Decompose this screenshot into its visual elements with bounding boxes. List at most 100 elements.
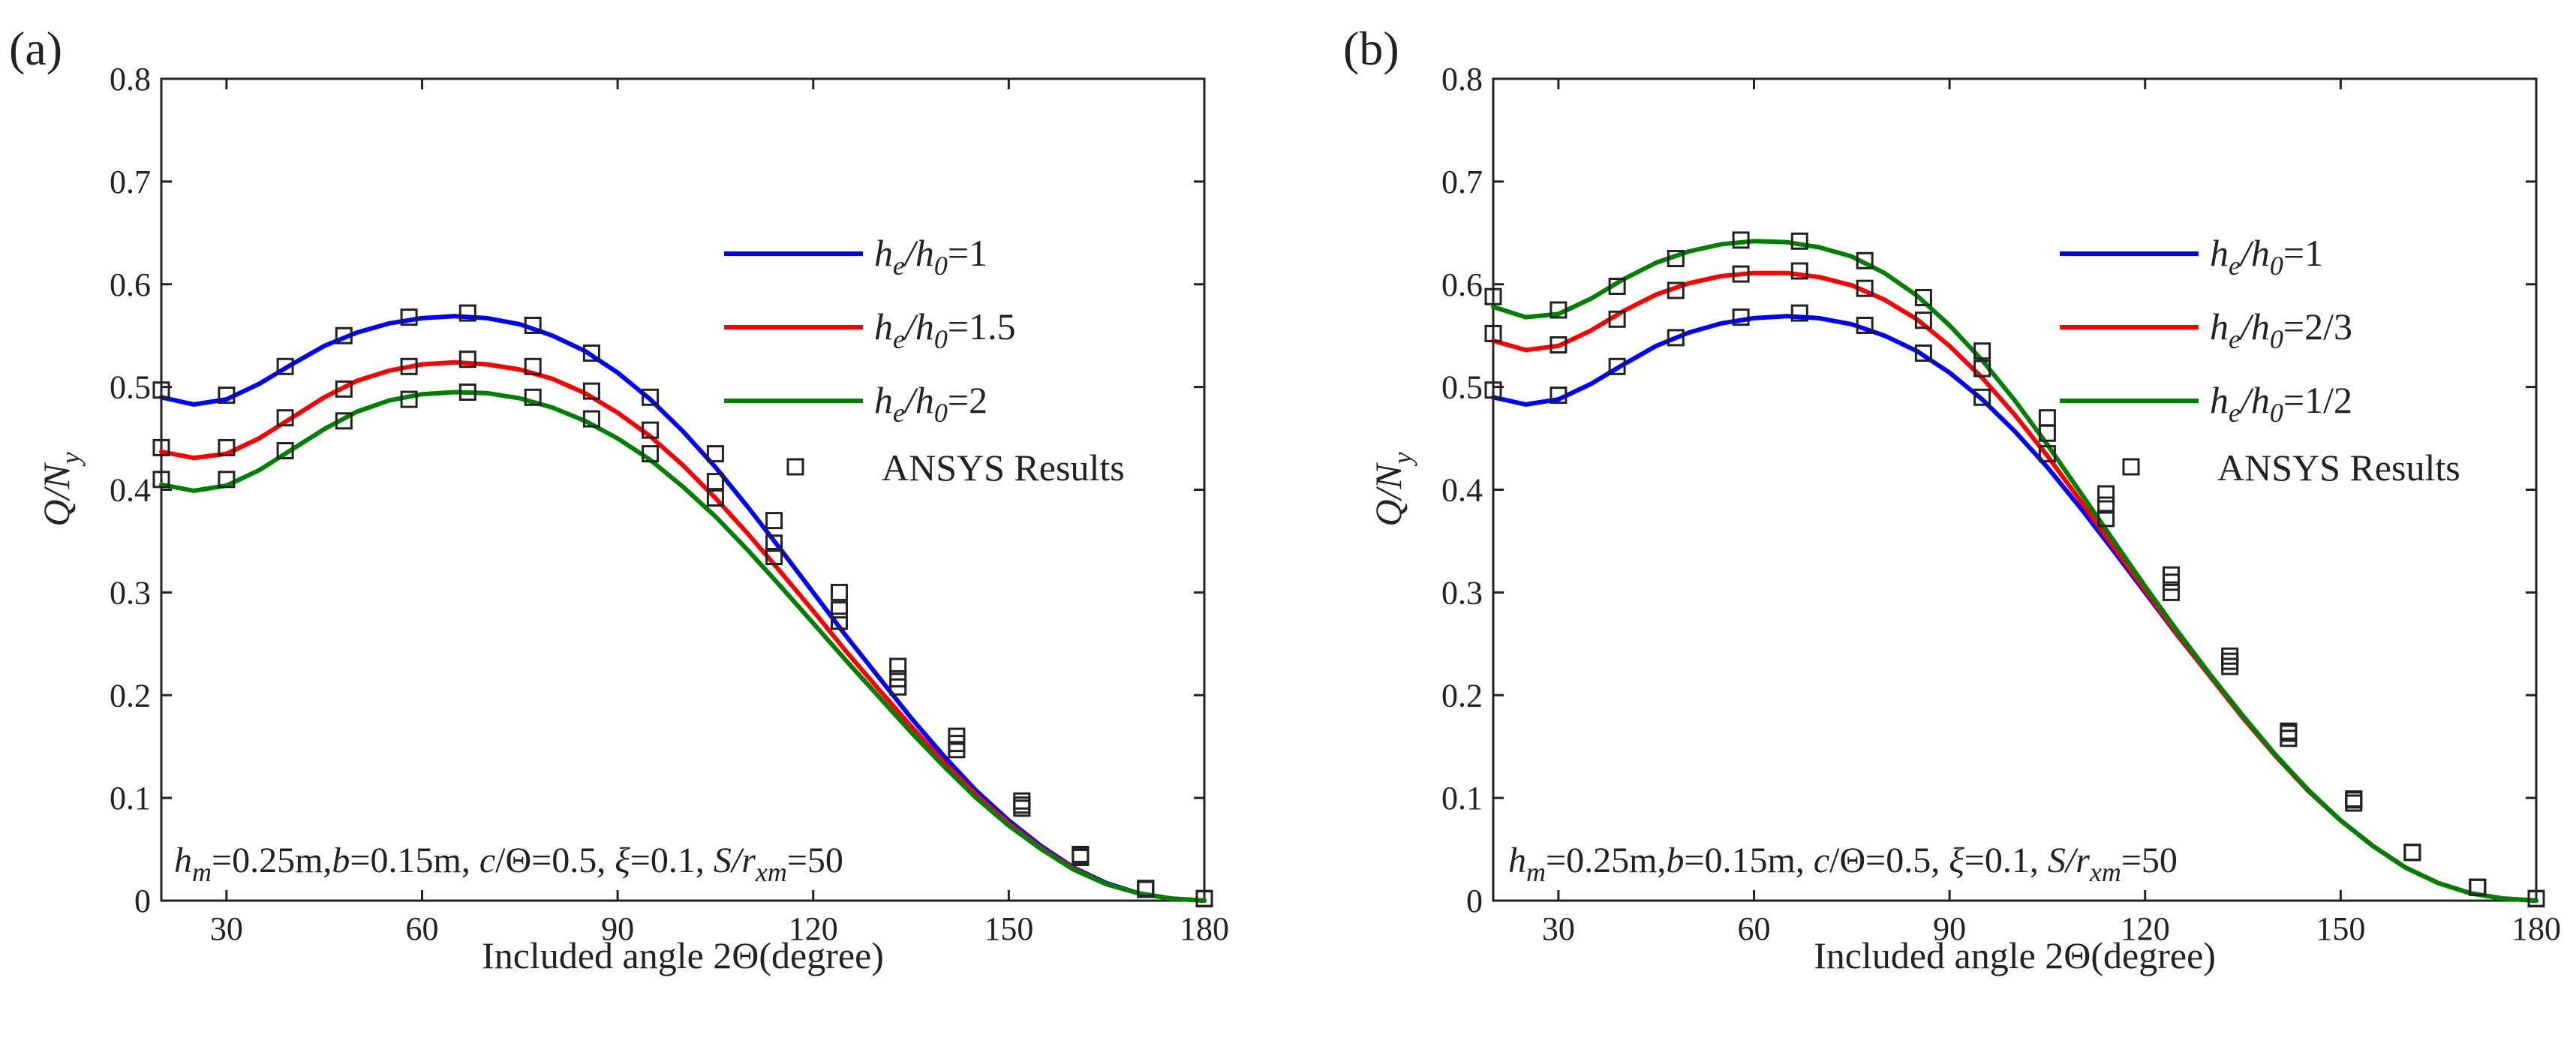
legend-item-a-1: he/h0=1.5: [724, 305, 1016, 354]
ansys-markers-a: [152, 304, 1213, 907]
ansys-marker-b-2-11: [2163, 566, 2180, 584]
y-tick-label-a-2: 0.2: [110, 677, 151, 714]
ansys-marker-a-0-0: [152, 381, 170, 399]
ansys-marker-b-1-0: [1484, 324, 1502, 342]
x-tick-label-a-0: 30: [210, 910, 243, 947]
ansys-marker-b-2-8: [1973, 342, 1991, 360]
ansys-marker-b-0-2: [1608, 357, 1626, 375]
ansys-marker-b-2-12: [2221, 647, 2239, 665]
ansys-marker-b-2-14: [2345, 790, 2363, 808]
x-tick-label-a-2: 90: [601, 910, 634, 947]
ansys-marker-a-2-6: [524, 388, 542, 406]
ansys-marker-a-0-3: [335, 326, 353, 344]
ansys-marker-b-0-6: [1856, 317, 1874, 334]
ansys-markers-b: [1484, 231, 2545, 907]
ansys-marker-b-2-15: [2403, 844, 2421, 862]
x-tick-label-a-5: 180: [1180, 910, 1229, 947]
ansys-marker-b-0-3: [1667, 329, 1685, 347]
ansys-marker-a-1-5: [458, 351, 476, 369]
parameters-annotation-a: hm=0.25m,b=0.15m, c/Θ=0.5, ξ=0.1, S/rxm=…: [174, 841, 843, 887]
ansys-marker-b-0-11: [2163, 583, 2180, 601]
ansys-marker-a-2-17: [1195, 889, 1213, 907]
ansys-marker-b-0-10: [2097, 510, 2115, 528]
y-tick-label-b-7: 0.7: [1441, 164, 1483, 200]
x-tick-label-b-2: 90: [1933, 910, 1966, 947]
ansys-marker-a-2-0: [152, 471, 170, 489]
legend-item-a-2: he/h0=2: [724, 379, 987, 428]
panel-label-b: (b): [1343, 22, 1399, 75]
ansys-marker-b-1-8: [1973, 360, 1991, 378]
ansys-marker-b-2-16: [2469, 878, 2487, 896]
y-tick-label-b-5: 0.5: [1441, 369, 1483, 406]
legend-item-b-0: he/h0=1: [2060, 232, 2323, 281]
y-axis-ticks-b: 0 0.1 0.2 0.3 0.4 0.5 0.6 0.7 0.8: [1441, 61, 2536, 919]
series-line-a-2: [159, 390, 1207, 903]
ansys-marker-b-1-1: [1550, 336, 1568, 354]
plot-area-b: [1492, 77, 2538, 902]
ansys-marker-b-2-7: [1914, 289, 1932, 306]
legend-label-a-3: ANSYS Results: [882, 447, 1125, 489]
ansys-marker-b-2-1: [1550, 301, 1568, 319]
chart-panel-b: (b) 0 0.1 0.2 0.3 0.4 0.5 0.6 0.7 0.8 30 60 90 120 1…: [1343, 22, 2561, 976]
ansys-marker-a-0-11: [831, 583, 848, 601]
legend-label-b-1: he/h0=2/3: [2210, 305, 2352, 354]
legend-label-a-1: he/h0=1.5: [874, 305, 1016, 354]
legend-marker-a: [786, 458, 804, 476]
ansys-marker-a-1-3: [335, 380, 353, 398]
ansys-marker-a-0-2: [276, 357, 294, 375]
x-axis-title-b: Included angle 2Θ(degree): [1814, 934, 2216, 976]
ansys-marker-a-0-5: [458, 304, 476, 322]
x-tick-label-b-3: 120: [2121, 910, 2170, 947]
ansys-marker-a-1-1: [218, 438, 236, 456]
y-axis-title-b: Q/Ny: [1367, 452, 1417, 526]
y-tick-label-b-2: 0.2: [1441, 677, 1483, 714]
ansys-marker-b-0-9: [2038, 445, 2056, 463]
legend-b: he/h0=1 he/h0=2/3 he/h0=1/2 ANSYS Result…: [2060, 232, 2460, 489]
legend-a: he/h0=1 he/h0=1.5 he/h0=2 ANSYS Results: [724, 232, 1125, 489]
plot-area-a: [160, 77, 1206, 902]
ansys-marker-a-2-10: [765, 548, 783, 565]
legend-item-b-1: he/h0=2/3: [2060, 305, 2352, 354]
y-axis-title-a: Q/Ny: [35, 452, 86, 526]
ansys-marker-b-2-13: [2280, 722, 2298, 740]
ansys-marker-b-2-5: [1790, 232, 1808, 250]
y-tick-label-a-8: 0.8: [110, 61, 151, 98]
ansys-marker-a-1-10: [765, 534, 783, 552]
ansys-marker-a-0-6: [524, 317, 542, 334]
y-tick-label-a-7: 0.7: [110, 164, 151, 200]
legend-label-a-0: he/h0=1: [874, 232, 987, 281]
legend-item-b-2: he/h0=1/2: [2060, 379, 2352, 428]
ansys-marker-a-1-8: [642, 421, 660, 439]
ansys-marker-a-1-0: [152, 438, 170, 456]
y-tick-label-a-1: 0.1: [110, 780, 151, 817]
legend-label-b-2: he/h0=1/2: [2210, 379, 2352, 428]
ansys-marker-a-2-4: [400, 390, 418, 408]
ansys-marker-b-2-10: [2097, 485, 2115, 503]
legend-label-b-3: ANSYS Results: [2217, 447, 2460, 489]
y-axis-ticks-a: 0 0.1 0.2 0.3 0.4 0.5 0.6 0.7 0.8: [110, 61, 1204, 919]
ansys-marker-b-0-8: [1973, 388, 1991, 406]
ansys-marker-b-2-9: [2038, 409, 2056, 427]
ansys-marker-b-2-17: [2527, 889, 2545, 907]
x-axis-ticks-a: 30 60 90 120 150 180: [210, 79, 1229, 947]
ansys-marker-a-0-8: [642, 388, 660, 406]
ansys-marker-a-2-12: [889, 678, 907, 696]
ansys-marker-b-1-4: [1732, 265, 1750, 283]
ansys-marker-a-2-9: [706, 489, 724, 507]
ansys-marker-a-1-2: [276, 409, 294, 427]
ansys-marker-b-0-7: [1914, 344, 1932, 362]
y-tick-label-a-3: 0.3: [110, 574, 151, 611]
panel-label-a: (a): [9, 22, 62, 75]
chart-panel-a: (a) 0 0.1 0.2 0.3 0.4 0.5 0.6 0.7 0.8 30 60 90 120 1…: [9, 22, 1229, 976]
y-tick-label-b-6: 0.6: [1441, 266, 1483, 303]
ansys-marker-b-1-3: [1667, 281, 1685, 299]
ansys-marker-a-2-8: [642, 445, 660, 463]
series-line-b-2: [1491, 239, 2538, 903]
ansys-marker-a-2-2: [276, 442, 294, 459]
y-tick-label-b-4: 0.4: [1441, 472, 1483, 509]
series-lines-b: [1491, 239, 2538, 903]
x-tick-label-b-0: 30: [1542, 910, 1575, 947]
legend-label-a-2: he/h0=2: [874, 379, 987, 428]
ansys-marker-b-1-5: [1790, 262, 1808, 280]
